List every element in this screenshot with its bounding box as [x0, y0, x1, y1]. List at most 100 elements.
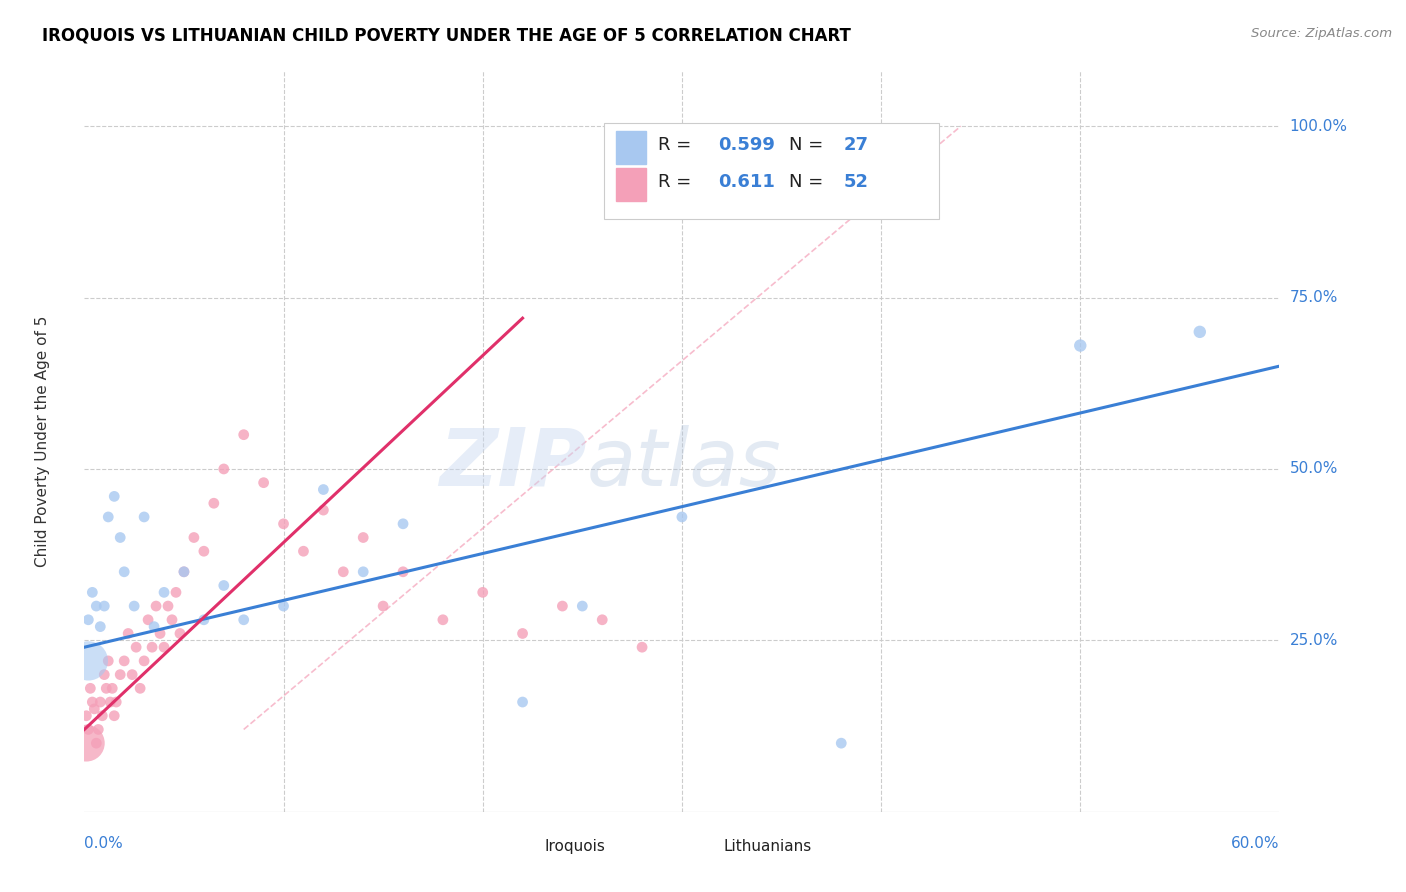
- Bar: [509, 836, 534, 857]
- Text: 100.0%: 100.0%: [1289, 119, 1347, 134]
- Point: [373, 599, 395, 613]
- Point: [143, 619, 166, 633]
- Text: 75.0%: 75.0%: [1289, 290, 1337, 305]
- Bar: [616, 168, 647, 201]
- Point: [157, 599, 180, 613]
- Point: [512, 626, 534, 640]
- Text: N =: N =: [790, 136, 824, 154]
- Point: [93, 667, 115, 681]
- Point: [101, 681, 124, 696]
- Text: Child Poverty Under the Age of 5: Child Poverty Under the Age of 5: [35, 316, 51, 567]
- Point: [551, 599, 574, 613]
- Text: 0.0%: 0.0%: [84, 836, 124, 851]
- Point: [103, 489, 125, 503]
- Point: [1069, 338, 1091, 352]
- Point: [432, 613, 454, 627]
- Point: [125, 640, 148, 655]
- Point: [136, 613, 159, 627]
- Point: [77, 723, 100, 737]
- Point: [671, 510, 693, 524]
- Point: [122, 599, 145, 613]
- Text: 0.611: 0.611: [718, 173, 775, 192]
- Point: [86, 599, 108, 613]
- Point: [82, 695, 104, 709]
- Point: [117, 626, 139, 640]
- Point: [392, 516, 415, 531]
- Point: [232, 427, 254, 442]
- Point: [141, 640, 163, 655]
- Bar: [616, 130, 647, 164]
- Point: [153, 640, 176, 655]
- Text: Lithuanians: Lithuanians: [724, 839, 813, 854]
- Point: [169, 626, 191, 640]
- Text: 25.0%: 25.0%: [1289, 632, 1337, 648]
- Point: [193, 613, 215, 627]
- Text: Source: ZipAtlas.com: Source: ZipAtlas.com: [1251, 27, 1392, 40]
- Text: 50.0%: 50.0%: [1289, 461, 1337, 476]
- Point: [77, 654, 100, 668]
- Point: [83, 702, 105, 716]
- Point: [97, 654, 120, 668]
- Point: [631, 640, 654, 655]
- Point: [75, 708, 97, 723]
- Point: [93, 599, 115, 613]
- Point: [830, 736, 852, 750]
- Point: [253, 475, 276, 490]
- Point: [91, 708, 114, 723]
- Point: [292, 544, 315, 558]
- Point: [77, 613, 100, 627]
- Point: [96, 681, 118, 696]
- Point: [149, 626, 172, 640]
- Point: [392, 565, 415, 579]
- Point: [232, 613, 254, 627]
- Point: [173, 565, 195, 579]
- Point: [273, 599, 295, 613]
- Text: 27: 27: [844, 136, 869, 154]
- Point: [312, 503, 335, 517]
- Point: [165, 585, 187, 599]
- Point: [112, 565, 135, 579]
- Point: [129, 681, 152, 696]
- Point: [312, 483, 335, 497]
- Point: [89, 619, 111, 633]
- Point: [332, 565, 354, 579]
- Text: ZIP: ZIP: [439, 425, 586, 503]
- Point: [183, 531, 205, 545]
- Point: [145, 599, 167, 613]
- Point: [89, 695, 111, 709]
- Point: [273, 516, 295, 531]
- Point: [105, 695, 128, 709]
- Point: [87, 723, 110, 737]
- Point: [571, 599, 593, 613]
- Point: [153, 585, 176, 599]
- Point: [591, 613, 613, 627]
- Point: [110, 667, 132, 681]
- Text: Iroquois: Iroquois: [544, 839, 606, 854]
- Text: N =: N =: [790, 173, 824, 192]
- Point: [173, 565, 195, 579]
- Point: [212, 578, 235, 592]
- Point: [75, 736, 97, 750]
- Text: R =: R =: [658, 173, 692, 192]
- Point: [86, 736, 108, 750]
- Point: [1188, 325, 1211, 339]
- Point: [82, 585, 104, 599]
- Point: [352, 531, 374, 545]
- Point: [79, 681, 101, 696]
- Point: [512, 695, 534, 709]
- Point: [112, 654, 135, 668]
- Point: [103, 708, 125, 723]
- Text: R =: R =: [658, 136, 692, 154]
- FancyBboxPatch shape: [605, 123, 939, 219]
- Bar: [688, 836, 714, 857]
- Text: 52: 52: [844, 173, 869, 192]
- Point: [212, 462, 235, 476]
- Text: 60.0%: 60.0%: [1232, 836, 1279, 851]
- Point: [160, 613, 183, 627]
- Point: [202, 496, 225, 510]
- Text: 0.599: 0.599: [718, 136, 775, 154]
- Point: [471, 585, 494, 599]
- Text: IROQUOIS VS LITHUANIAN CHILD POVERTY UNDER THE AGE OF 5 CORRELATION CHART: IROQUOIS VS LITHUANIAN CHILD POVERTY UND…: [42, 27, 851, 45]
- Point: [193, 544, 215, 558]
- Point: [98, 695, 121, 709]
